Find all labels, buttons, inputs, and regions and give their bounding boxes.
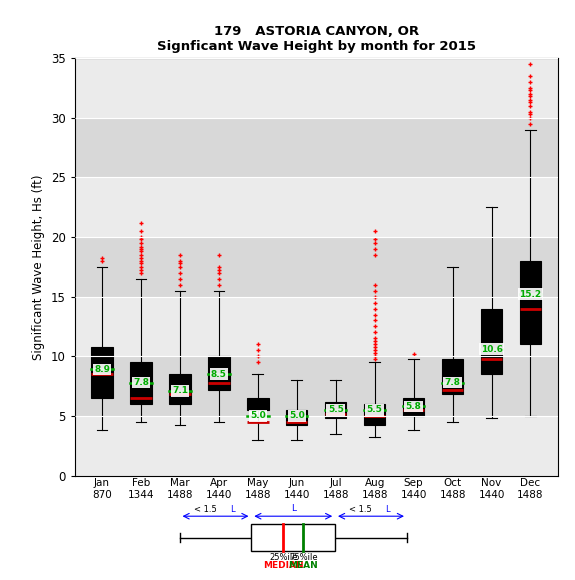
Text: 25%ile: 25%ile <box>269 553 297 562</box>
Text: L: L <box>291 503 296 513</box>
Text: 75%ile: 75%ile <box>289 553 317 562</box>
PathPatch shape <box>520 261 541 345</box>
PathPatch shape <box>91 347 113 398</box>
Text: L: L <box>229 505 234 514</box>
Text: 5.0: 5.0 <box>250 411 266 420</box>
Text: 5.8: 5.8 <box>406 402 421 411</box>
PathPatch shape <box>442 358 463 394</box>
Text: MEDIAN: MEDIAN <box>263 561 304 570</box>
Text: < 1.5: < 1.5 <box>194 505 219 514</box>
Text: 15.2: 15.2 <box>519 290 542 299</box>
Text: MEAN: MEAN <box>289 561 318 570</box>
PathPatch shape <box>364 404 385 426</box>
PathPatch shape <box>247 398 269 410</box>
Bar <box>251 524 335 551</box>
Text: 5.5: 5.5 <box>367 405 382 415</box>
PathPatch shape <box>286 410 308 426</box>
Y-axis label: Significant Wave Height, Hs (ft): Significant Wave Height, Hs (ft) <box>32 174 45 360</box>
Text: 8.5: 8.5 <box>211 369 227 379</box>
Text: L: L <box>385 505 390 514</box>
Text: 7.8: 7.8 <box>444 378 461 387</box>
PathPatch shape <box>208 356 229 390</box>
Bar <box>75 237 558 296</box>
Text: 10.6: 10.6 <box>481 345 503 354</box>
PathPatch shape <box>131 362 152 404</box>
PathPatch shape <box>169 374 191 404</box>
PathPatch shape <box>403 398 424 416</box>
Text: 7.1: 7.1 <box>172 386 188 396</box>
Text: 7.8: 7.8 <box>133 378 149 387</box>
Bar <box>75 356 558 416</box>
Text: 8.9: 8.9 <box>94 365 110 374</box>
PathPatch shape <box>481 309 502 374</box>
Text: 5.0: 5.0 <box>289 411 305 420</box>
Bar <box>75 118 558 177</box>
Text: < 1.5: < 1.5 <box>350 505 375 514</box>
PathPatch shape <box>325 401 347 418</box>
Title: 179   ASTORIA CANYON, OR
Signficant Wave Height by month for 2015: 179 ASTORIA CANYON, OR Signficant Wave H… <box>157 25 476 53</box>
Text: 5.5: 5.5 <box>328 405 344 415</box>
